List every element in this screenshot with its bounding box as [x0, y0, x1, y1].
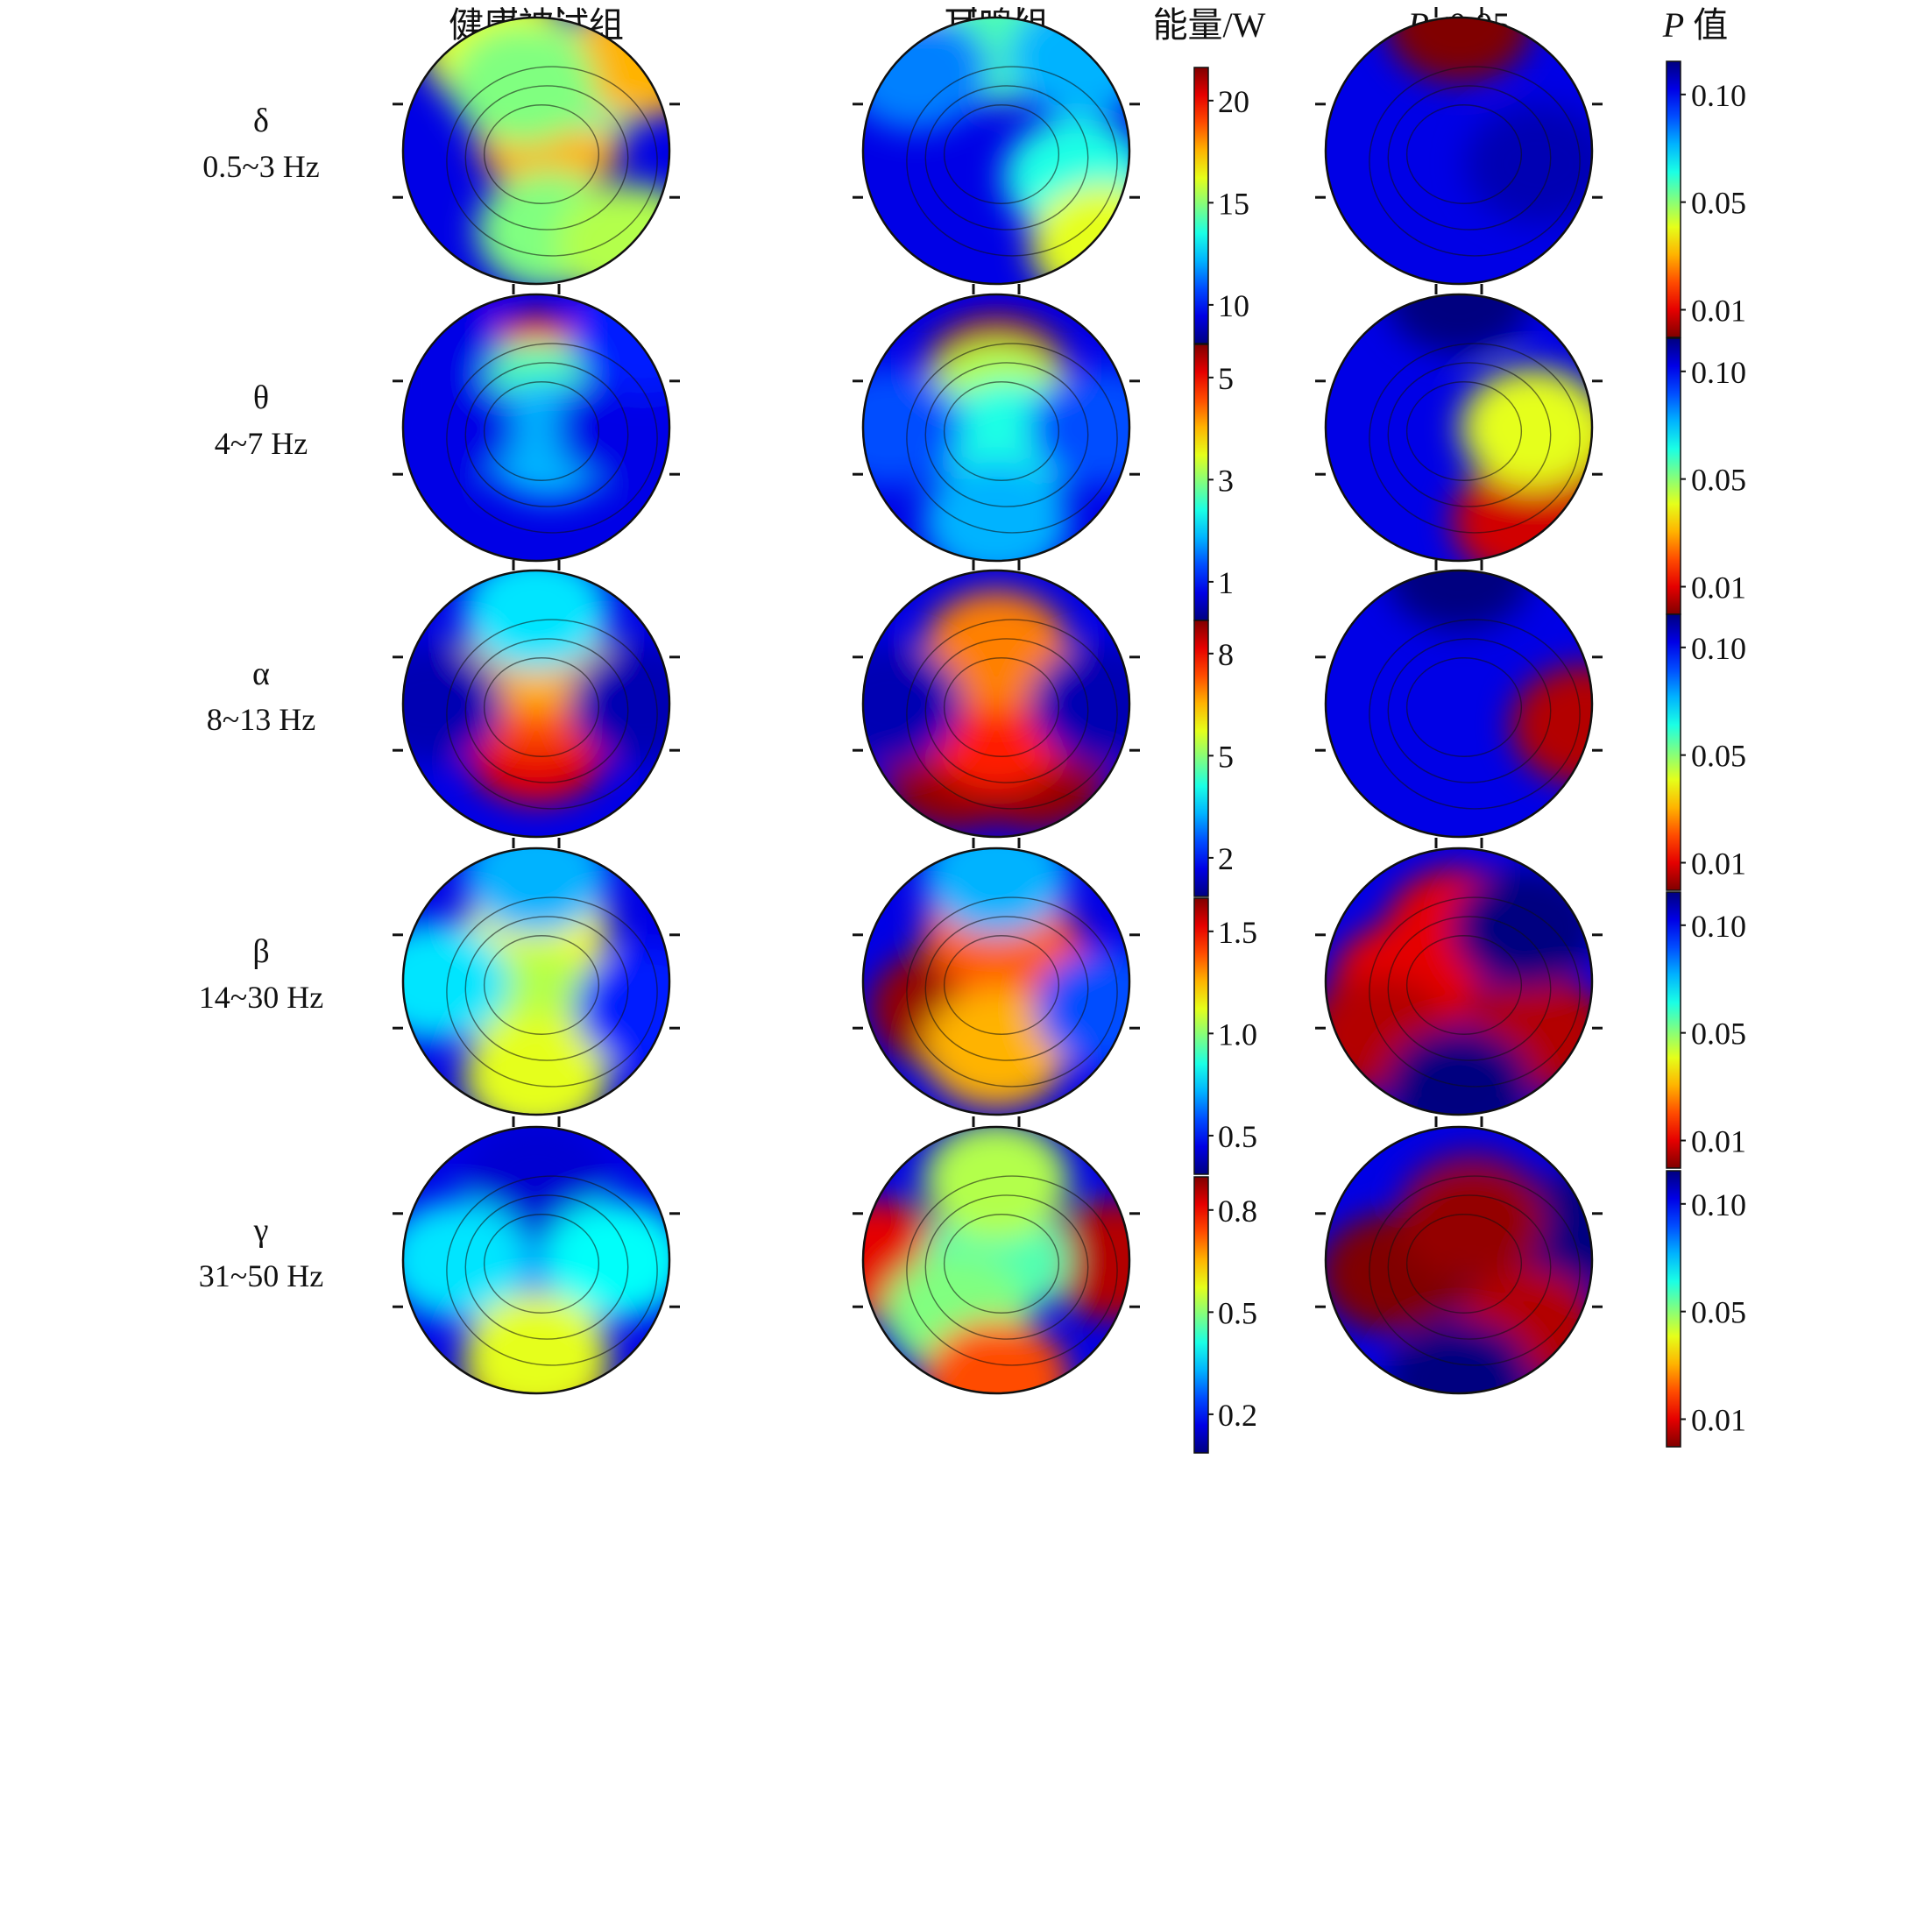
topomap-p-significance	[1315, 284, 1603, 563]
header-p-value-italic: P	[1662, 5, 1684, 45]
topomap-healthy	[393, 560, 680, 839]
band-frequency-range: 31~50 Hz	[199, 1258, 323, 1293]
power-colorbar-tick: 10	[1218, 288, 1249, 323]
power-colorbar-tick: 8	[1218, 637, 1234, 672]
power-colorbar-tick: 5	[1218, 739, 1234, 774]
power-colorbar	[1193, 1176, 1209, 1454]
p-value-colorbar	[1666, 337, 1681, 615]
power-colorbar-tick: 0.2	[1218, 1398, 1257, 1433]
power-colorbar	[1193, 620, 1209, 897]
topomap-tinnitus	[853, 7, 1140, 286]
p-value-colorbar-tick: 0.01	[1691, 847, 1746, 882]
topomap-p-significance	[1315, 1116, 1603, 1395]
power-colorbar-tick: 5	[1218, 361, 1234, 396]
p-value-colorbar-tick: 0.05	[1691, 739, 1746, 774]
p-value-colorbar-tick: 0.01	[1691, 1403, 1746, 1438]
p-value-colorbar-tick: 0.01	[1691, 570, 1746, 606]
p-value-colorbar-tick: 0.05	[1691, 463, 1746, 498]
p-value-colorbar	[1666, 1170, 1681, 1448]
p-value-colorbar-tick: 0.10	[1691, 909, 1746, 944]
band-row-0: δ 0.5~3 Hz 20 15 10 0.10 0.05 0.01	[202, 7, 1746, 344]
band-frequency-range: 14~30 Hz	[199, 980, 323, 1015]
header-power-unit: 能量/W	[1153, 5, 1266, 45]
band-row-4: γ 31~50 Hz 0.8 0.5 0.2 0.10 0.05 0.01	[199, 1116, 1746, 1454]
power-colorbar	[1193, 897, 1209, 1175]
p-value-colorbar	[1666, 60, 1681, 338]
topomap-tinnitus	[853, 838, 1140, 1116]
band-frequency-range: 0.5~3 Hz	[202, 149, 319, 184]
band-frequency-range: 8~13 Hz	[207, 702, 315, 737]
topomap-tinnitus	[853, 1116, 1140, 1395]
band-symbol: δ	[253, 103, 269, 139]
topomap-healthy	[393, 7, 680, 286]
power-colorbar-tick: 15	[1218, 186, 1249, 221]
power-colorbar-tick: 0.5	[1218, 1295, 1257, 1330]
p-value-colorbar-tick: 0.10	[1691, 355, 1746, 390]
topomap-tinnitus	[853, 560, 1140, 839]
topomap-p-significance	[1315, 560, 1603, 839]
p-value-colorbar-tick: 0.05	[1691, 1017, 1746, 1052]
p-value-colorbar-tick: 0.05	[1691, 186, 1746, 221]
power-colorbar-tick: 0.5	[1218, 1119, 1257, 1154]
topomap-tinnitus	[853, 284, 1140, 563]
band-symbol: γ	[253, 1212, 269, 1249]
p-value-colorbar	[1666, 891, 1681, 1169]
header-p-value-rest: 值	[1684, 5, 1728, 45]
p-value-colorbar-tick: 0.01	[1691, 1124, 1746, 1159]
band-row-1: θ 4~7 Hz 5 3 1 0.10 0.05 0.01	[215, 284, 1746, 621]
topomap-healthy	[393, 1116, 680, 1395]
p-value-colorbar-tick: 0.05	[1691, 1295, 1746, 1330]
power-colorbar-tick: 3	[1218, 463, 1234, 498]
power-colorbar-tick: 1.0	[1218, 1017, 1257, 1052]
power-colorbar-tick: 1	[1218, 565, 1234, 600]
topomap-healthy	[393, 284, 680, 563]
band-symbol: β	[252, 933, 269, 970]
power-colorbar	[1193, 344, 1209, 621]
p-value-colorbar-tick: 0.10	[1691, 78, 1746, 113]
p-value-colorbar-tick: 0.10	[1691, 631, 1746, 666]
band-symbol: θ	[253, 379, 269, 416]
band-rows: δ 0.5~3 Hz 20 15 10 0.10 0.05 0.01 θ 4~7 Hz 5 3 1 0.1…	[199, 7, 1746, 1454]
band-frequency-range: 4~7 Hz	[215, 426, 308, 461]
power-colorbar-tick: 0.8	[1218, 1194, 1257, 1229]
band-symbol: α	[252, 655, 270, 692]
power-colorbar-tick: 2	[1218, 841, 1234, 876]
power-colorbar-tick: 1.5	[1218, 915, 1257, 950]
p-value-colorbar-tick: 0.10	[1691, 1187, 1746, 1222]
power-colorbar-tick: 20	[1218, 84, 1249, 119]
band-row-2: α 8~13 Hz 8 5 2 0.10 0.05 0.01	[207, 560, 1746, 897]
power-colorbar	[1193, 67, 1209, 344]
header-p-value: P 值	[1662, 5, 1728, 45]
topomap-p-significance	[1315, 838, 1603, 1116]
topomap-p-significance	[1315, 7, 1603, 286]
p-value-colorbar	[1666, 613, 1681, 891]
topomap-healthy	[393, 838, 680, 1116]
p-value-colorbar-tick: 0.01	[1691, 294, 1746, 329]
